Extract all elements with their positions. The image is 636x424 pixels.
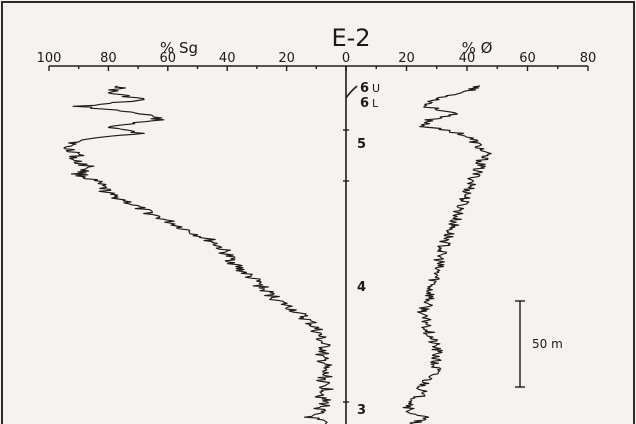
sg-trace: [63, 85, 334, 424]
scale-bar-label: 50 m: [532, 337, 563, 351]
right-axis-label: % Ø: [462, 39, 493, 57]
scale-bar: 50 m: [515, 300, 563, 388]
unit-sublabel-0: U: [372, 82, 380, 95]
unit-label-1: 6: [360, 96, 369, 111]
unit-6u-connector: [345, 85, 358, 99]
right-axis-tick-label-4: 80: [580, 51, 597, 66]
left-axis-tick-label-0: 100: [37, 51, 62, 66]
chart-title: E-2: [331, 24, 370, 52]
unit-label-4: 3: [357, 403, 366, 418]
right-axis-tick-label-3: 60: [519, 51, 536, 66]
right-axis-tick-label-2: 40: [459, 51, 476, 66]
left-axis-label: % Sg: [160, 39, 198, 57]
tick-labels: 100 80 60 40 20 0 20 40 60 80: [37, 51, 597, 66]
left-axis-tick-label-2: 60: [160, 51, 177, 66]
right-axis-tick-label-1: 20: [398, 51, 415, 66]
unit-labels: 6 U6 L 5 4 3: [345, 81, 380, 418]
left-axis-tick-label-4: 20: [278, 51, 295, 66]
axes: [48, 65, 589, 424]
left-axis-tick-label-3: 40: [219, 51, 236, 66]
unit-sublabel-1: L: [372, 97, 379, 110]
unit-label-2: 5: [357, 137, 366, 152]
unit-label-3: 4: [357, 280, 366, 295]
unit-label-0: 6: [360, 81, 369, 96]
left-axis-tick-label-1: 80: [100, 51, 117, 66]
left-axis-tick-label-5: 0: [342, 51, 350, 66]
porosity-trace: [402, 85, 492, 424]
log-traces: [63, 85, 492, 424]
